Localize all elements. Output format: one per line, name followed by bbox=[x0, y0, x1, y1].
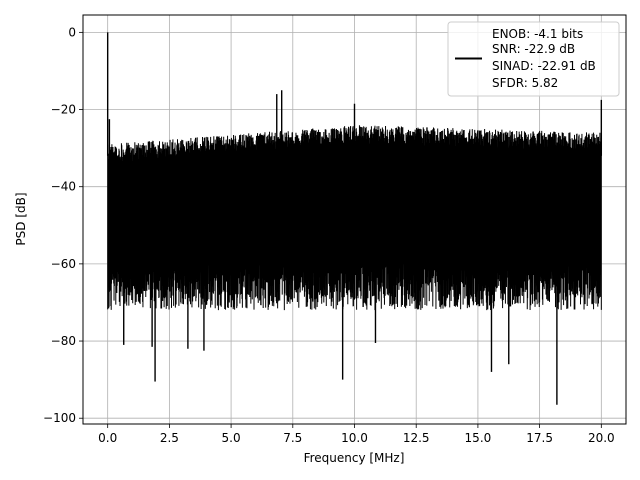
x-axis-label: Frequency [MHz] bbox=[304, 451, 405, 465]
legend-line-sinad: SINAD: -22.91 dB bbox=[492, 59, 596, 73]
y-tick-label: −80 bbox=[51, 334, 76, 348]
x-tick-label: 7.5 bbox=[283, 431, 302, 445]
legend-line-snr: SNR: -22.9 dB bbox=[492, 42, 575, 56]
legend: ENOB: -4.1 bits SNR: -22.9 dB SINAD: -22… bbox=[447, 21, 620, 97]
y-tick-label: −100 bbox=[43, 411, 76, 425]
y-axis-label: PSD [dB] bbox=[14, 192, 28, 245]
x-tick-label: 0.0 bbox=[98, 431, 117, 445]
ticks: 0.0 2.5 5.0 7.5 10.0 12.5 15.0 17.5 20.0 0 −20 −40 −… bbox=[43, 25, 615, 445]
x-tick-label: 10.0 bbox=[341, 431, 368, 445]
psd-series-line bbox=[107, 125, 602, 311]
x-tick-label: 12.5 bbox=[403, 431, 430, 445]
x-tick-label: 2.5 bbox=[160, 431, 179, 445]
legend-box bbox=[447, 21, 620, 97]
legend-line-sfdr: SFDR: 5.82 bbox=[492, 76, 558, 90]
plot-area bbox=[106, 32, 603, 405]
legend-line-enob: ENOB: -4.1 bits bbox=[492, 27, 583, 41]
y-tick-label: −40 bbox=[51, 180, 76, 194]
y-tick-label: −60 bbox=[51, 257, 76, 271]
x-tick-label: 15.0 bbox=[465, 431, 492, 445]
y-tick-label: 0 bbox=[68, 25, 76, 39]
x-tick-label: 5.0 bbox=[222, 431, 241, 445]
y-tick-label: −20 bbox=[51, 103, 76, 117]
x-tick-label: 20.0 bbox=[588, 431, 615, 445]
x-tick-label: 17.5 bbox=[526, 431, 553, 445]
